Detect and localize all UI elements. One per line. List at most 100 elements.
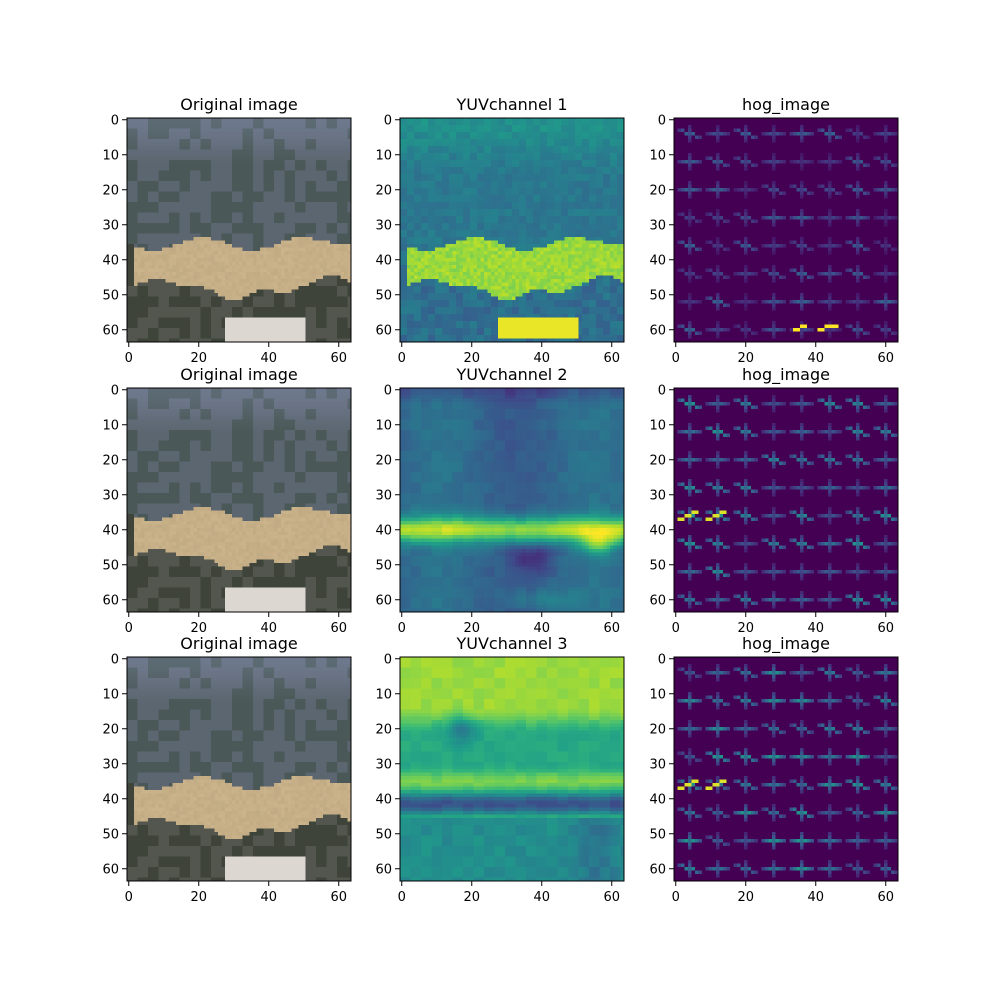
subplot-1: Original image 0 20 40 60 0 10 20 30 40 50 60 — [102, 95, 352, 366]
axes-frame — [126, 117, 352, 343]
x-tick-label: 20 — [190, 890, 207, 905]
x-tick-label: 40 — [807, 351, 824, 366]
axes-frame — [126, 387, 352, 613]
y-tick-label: 0 — [658, 383, 666, 398]
subplot-6: hog_image 0 20 40 60 0 10 20 30 40 50 60 — [649, 365, 899, 636]
x-tick-label: 0 — [398, 621, 406, 636]
subplot-title: YUVchannel 2 — [455, 365, 567, 384]
y-tick-label: 50 — [102, 827, 119, 842]
subplot-8: YUVchannel 3 0 20 40 60 0 10 20 30 40 50 60 — [375, 634, 625, 905]
x-tick-label: 0 — [398, 890, 406, 905]
x-tick-label: 20 — [190, 351, 207, 366]
x-tick-label: 0 — [125, 890, 133, 905]
y-tick-label: 30 — [649, 757, 666, 772]
subplot-7: Original image 0 20 40 60 0 10 20 30 40 50 60 — [102, 634, 352, 905]
subplot-title: YUVchannel 1 — [455, 95, 567, 114]
x-tick-label: 60 — [877, 890, 894, 905]
x-tick-label: 20 — [190, 621, 207, 636]
y-tick-label: 0 — [384, 113, 392, 128]
x-tick-label: 0 — [672, 621, 680, 636]
x-tick-label: 60 — [603, 351, 620, 366]
x-tick-label: 40 — [533, 351, 550, 366]
subplot-9: hog_image 0 20 40 60 0 10 20 30 40 50 60 — [649, 634, 899, 905]
subplot-3: hog_image 0 20 40 60 0 10 20 30 40 50 60 — [649, 95, 899, 366]
x-tick-label: 0 — [398, 351, 406, 366]
y-tick-label: 40 — [375, 253, 392, 268]
y-tick-label: 10 — [375, 418, 392, 433]
y-tick-label: 50 — [649, 827, 666, 842]
y-tick-label: 60 — [102, 862, 119, 877]
y-tick-label: 20 — [649, 453, 666, 468]
y-tick-label: 10 — [649, 687, 666, 702]
axes-frame — [126, 656, 352, 882]
y-tick-label: 40 — [649, 792, 666, 807]
image-rgb — [127, 657, 352, 882]
x-tick-label: 40 — [533, 621, 550, 636]
x-tick-label: 60 — [877, 621, 894, 636]
y-tick-label: 60 — [649, 862, 666, 877]
x-tick-label: 40 — [260, 351, 277, 366]
y-tick-label: 30 — [102, 218, 119, 233]
y-tick-label: 60 — [102, 323, 119, 338]
x-tick-label: 60 — [603, 621, 620, 636]
y-tick-label: 30 — [375, 488, 392, 503]
y-tick-label: 40 — [102, 523, 119, 538]
y-tick-label: 40 — [375, 523, 392, 538]
y-tick-label: 0 — [658, 113, 666, 128]
y-tick-label: 0 — [111, 113, 119, 128]
axes-frame — [673, 656, 899, 882]
x-tick-label: 0 — [125, 621, 133, 636]
y-tick-label: 50 — [102, 558, 119, 573]
y-tick-label: 50 — [375, 288, 392, 303]
y-tick-label: 50 — [375, 827, 392, 842]
x-tick-label: 0 — [672, 351, 680, 366]
subplot-title: YUVchannel 3 — [455, 634, 567, 653]
x-tick-label: 20 — [463, 890, 480, 905]
y-tick-label: 40 — [102, 253, 119, 268]
x-tick-label: 0 — [672, 890, 680, 905]
y-tick-label: 10 — [102, 687, 119, 702]
x-tick-label: 40 — [807, 621, 824, 636]
y-tick-label: 60 — [102, 593, 119, 608]
y-tick-label: 10 — [375, 148, 392, 163]
image-u — [400, 388, 625, 613]
y-tick-label: 20 — [102, 453, 119, 468]
subplot-title: Original image — [180, 95, 298, 114]
y-tick-label: 0 — [111, 383, 119, 398]
y-tick-label: 10 — [649, 418, 666, 433]
y-tick-label: 50 — [375, 558, 392, 573]
y-tick-label: 30 — [375, 218, 392, 233]
y-tick-label: 40 — [102, 792, 119, 807]
x-tick-label: 60 — [330, 351, 347, 366]
y-tick-label: 60 — [649, 323, 666, 338]
y-tick-label: 10 — [375, 687, 392, 702]
y-tick-label: 10 — [102, 148, 119, 163]
y-tick-label: 40 — [649, 523, 666, 538]
subplot-4: Original image 0 20 40 60 0 10 20 30 40 50 60 — [102, 365, 352, 636]
y-tick-label: 30 — [102, 757, 119, 772]
x-tick-label: 20 — [737, 351, 754, 366]
y-tick-label: 10 — [102, 418, 119, 433]
x-tick-label: 0 — [125, 351, 133, 366]
y-tick-label: 50 — [102, 288, 119, 303]
y-tick-label: 40 — [375, 792, 392, 807]
y-tick-label: 0 — [658, 652, 666, 667]
x-tick-label: 20 — [737, 621, 754, 636]
y-tick-label: 30 — [375, 757, 392, 772]
y-tick-label: 60 — [375, 862, 392, 877]
x-tick-label: 20 — [463, 621, 480, 636]
x-tick-label: 60 — [330, 621, 347, 636]
y-tick-label: 0 — [384, 652, 392, 667]
y-tick-label: 20 — [375, 453, 392, 468]
subplot-title: hog_image — [742, 634, 830, 654]
subplot-title: hog_image — [742, 365, 830, 385]
axes-frame — [673, 117, 899, 343]
x-tick-label: 20 — [463, 351, 480, 366]
image-rgb — [127, 118, 352, 343]
axes-frame — [673, 387, 899, 613]
x-tick-label: 60 — [330, 890, 347, 905]
subplot-5: YUVchannel 2 0 20 40 60 0 10 20 30 40 50 60 — [375, 365, 625, 636]
x-tick-label: 40 — [533, 890, 550, 905]
x-tick-label: 60 — [603, 890, 620, 905]
